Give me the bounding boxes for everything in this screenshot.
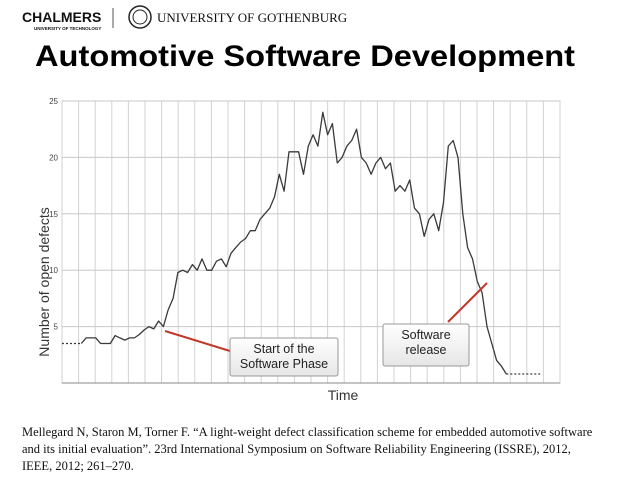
citation-line: IEEE, 2012; 261–270. [22,459,134,473]
citation-line: and its initial evaluation”. 23rd Intern… [22,442,571,456]
data-line [80,111,507,375]
annotation-arrow [164,330,231,352]
chart: 5 10 15 20 25 Number of open defects Time Start… [36,97,561,403]
annotation-box [382,323,470,367]
data-line [62,342,541,375]
annotation-arrow [447,282,488,323]
citation-line: Mellegard N, Staron M, Torner F. “A ligh… [22,425,593,439]
x-axis-label: Time [328,387,359,403]
y-tick-label: 5 [54,323,59,332]
y-tick-label: 20 [49,153,58,162]
annotation-box [229,337,339,377]
logo-sub: UNIVERSITY OF TECHNOLOGY [34,26,101,31]
slide-title: Automotive Software Development [35,40,575,73]
y-tick-label: 25 [49,97,58,106]
annotation-text: release [406,343,447,357]
annotation-text: Software [401,328,450,342]
y-tick-label: 10 [49,266,58,275]
seal [128,5,152,29]
university: UNIVERSITY OF GOTHENBURG [157,10,347,25]
y-axis-label: Number of open defects [36,207,52,356]
annotation-text: Start of the [253,342,314,356]
y-tick-label: 15 [49,210,58,219]
logo: CHALMERS [22,9,101,25]
annotation-text: Software Phase [240,357,328,371]
seal-inner [132,9,148,25]
